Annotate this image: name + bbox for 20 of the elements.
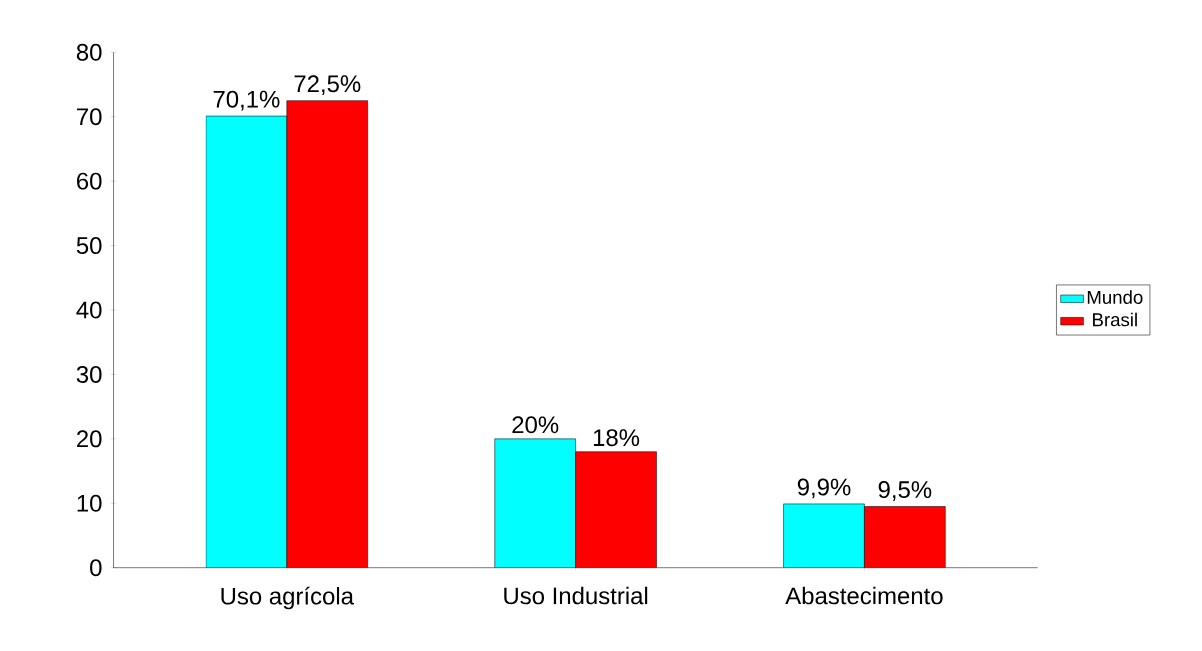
- y-tick-label: 50: [76, 237, 102, 255]
- data-label: 70,1%: [213, 90, 280, 111]
- x-tick-label: Uso Industrial: [504, 586, 648, 605]
- y-tick-label: 80: [76, 43, 102, 61]
- legend-label: Mundo: [1087, 290, 1143, 304]
- y-tick-label: 30: [76, 365, 102, 383]
- y-tick-label: 0: [90, 559, 102, 577]
- data-label: 9,9%: [797, 478, 851, 499]
- y-tick-label: 20: [77, 430, 102, 448]
- legend-label: Brasil: [1093, 312, 1137, 327]
- y-tick-label: 60: [77, 172, 102, 190]
- x-tick-label: Abastecimento: [785, 586, 943, 605]
- data-label: 18%: [593, 429, 640, 447]
- data-label: 20%: [512, 416, 559, 434]
- x-tick-label: Uso agrícola: [221, 586, 354, 610]
- y-tick-label: 10: [77, 494, 102, 512]
- data-label: 72,5%: [294, 75, 361, 96]
- y-tick-label: 40: [76, 301, 102, 319]
- data-label: 9,5%: [878, 481, 932, 501]
- y-tick-label: 70: [77, 108, 102, 126]
